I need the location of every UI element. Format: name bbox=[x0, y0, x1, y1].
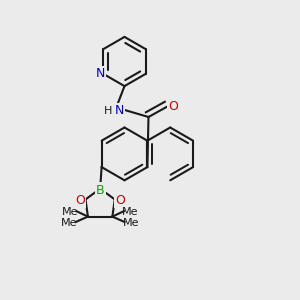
Text: N: N bbox=[114, 104, 124, 118]
Text: Me: Me bbox=[61, 207, 78, 217]
Text: B: B bbox=[96, 184, 104, 197]
Text: O: O bbox=[168, 100, 178, 113]
Text: Me: Me bbox=[123, 218, 140, 228]
Text: Me: Me bbox=[61, 218, 77, 228]
Text: O: O bbox=[115, 194, 125, 207]
Text: H: H bbox=[104, 106, 112, 116]
Text: O: O bbox=[75, 194, 85, 207]
Text: N: N bbox=[95, 67, 105, 80]
Text: Me: Me bbox=[122, 207, 139, 217]
